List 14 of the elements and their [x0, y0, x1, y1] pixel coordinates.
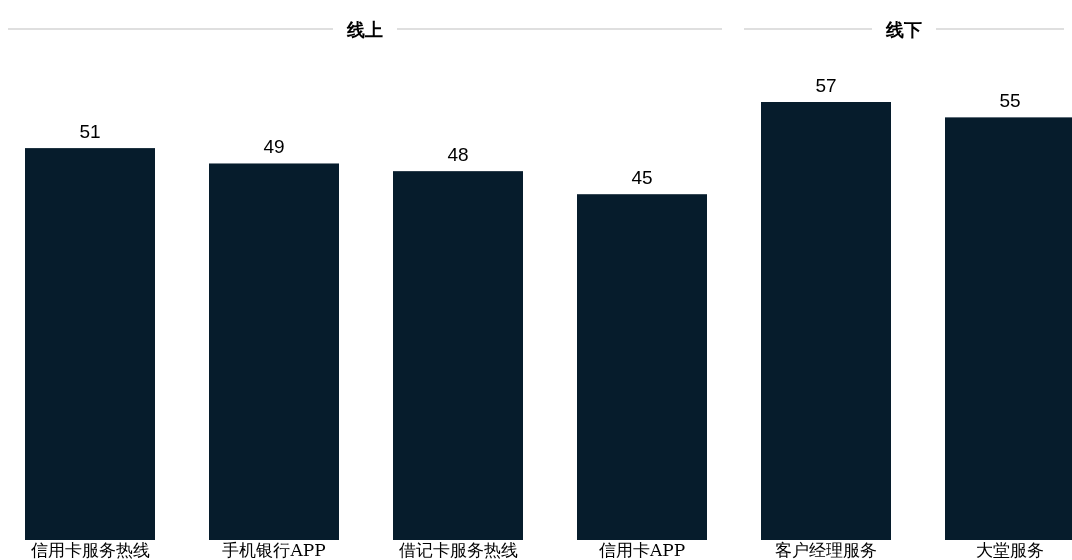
- x-tick-label: 信用卡APP: [598, 540, 686, 560]
- chart-title: 线上: [346, 20, 383, 40]
- data-label: 55: [999, 90, 1021, 112]
- chart-title: 线下: [885, 20, 922, 40]
- x-tick-label: 信用卡服务热线: [30, 540, 150, 560]
- x-tick-label: 客户经理服务: [775, 540, 877, 560]
- data-label: 48: [447, 144, 469, 166]
- data-label: 45: [631, 167, 653, 189]
- x-tick-label: 借记卡服务热线: [398, 540, 518, 560]
- x-tick-label: 手机银行APP: [222, 540, 326, 560]
- x-tick-label: 大堂服务: [976, 540, 1044, 560]
- data-label: 49: [263, 136, 285, 158]
- data-label: 57: [815, 75, 837, 96]
- data-label: 51: [79, 121, 101, 143]
